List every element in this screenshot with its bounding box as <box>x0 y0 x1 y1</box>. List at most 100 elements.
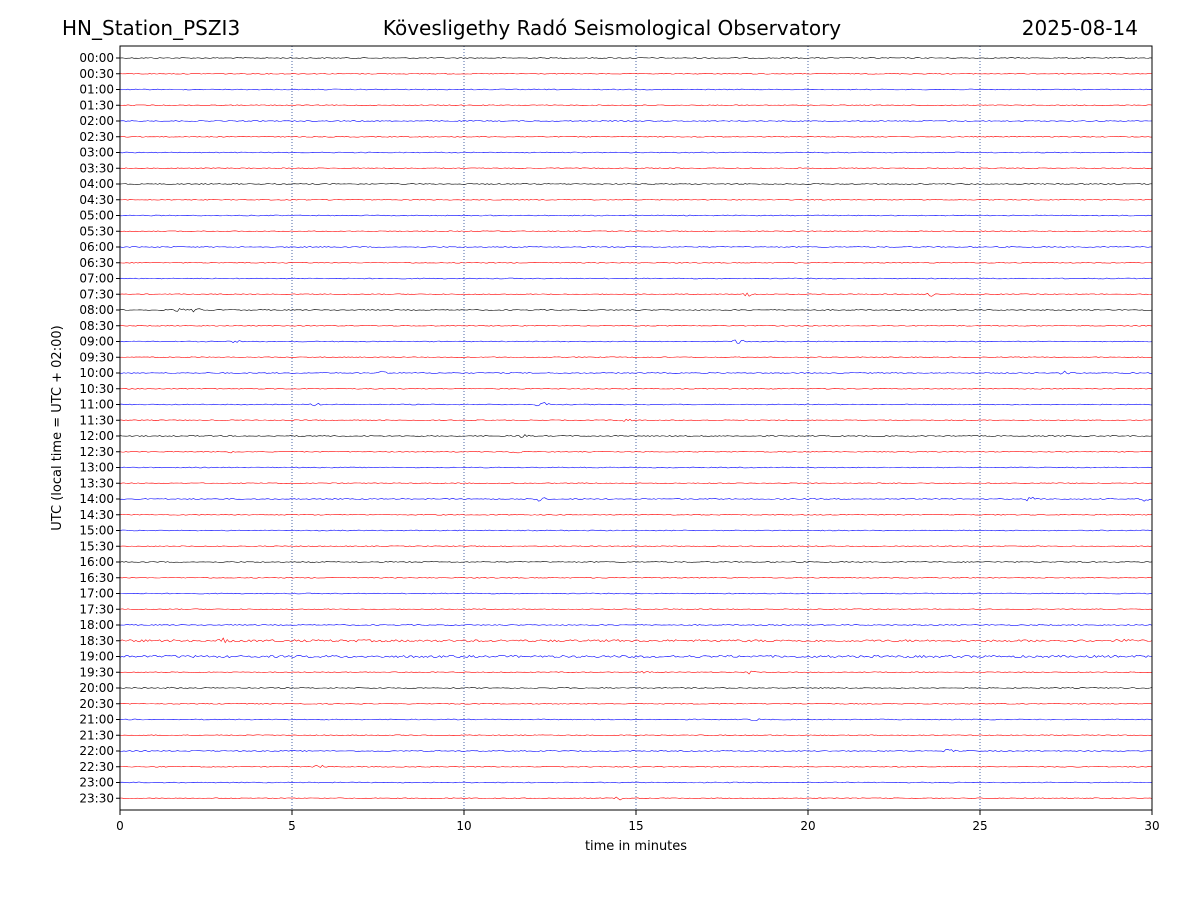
trace-0330 <box>119 167 1153 170</box>
y-tick-label: 07:00 <box>79 272 114 286</box>
y-tick-label: 17:00 <box>79 587 114 601</box>
y-tick-label: 02:30 <box>79 130 114 144</box>
trace-2100 <box>120 718 1153 722</box>
y-tick-label: 16:00 <box>79 555 114 569</box>
y-tick-label: 21:30 <box>79 728 114 742</box>
y-tick-label: 02:00 <box>79 114 114 128</box>
y-tick-label: 08:00 <box>79 303 114 317</box>
y-tick-label: 19:30 <box>79 665 114 679</box>
station-name: HN_Station_PSZI3 <box>62 16 240 40</box>
trace-1700 <box>119 592 1153 595</box>
trace-0930 <box>119 356 1153 359</box>
y-tick-label: 14:00 <box>79 492 114 506</box>
trace-2330 <box>119 796 1153 801</box>
y-tick-label: 01:30 <box>79 98 114 112</box>
y-tick-label: 09:00 <box>79 335 114 349</box>
y-tick-label: 20:00 <box>79 681 114 695</box>
trace-0500 <box>119 214 1153 217</box>
trace-0400 <box>119 183 1153 185</box>
x-tick-label: 0 <box>116 819 124 833</box>
y-tick-label: 15:00 <box>79 524 114 538</box>
x-axis-label: time in minutes <box>585 839 687 854</box>
trace-0630 <box>119 261 1153 264</box>
trace-0030 <box>119 72 1153 75</box>
trace-1000 <box>119 370 1153 375</box>
trace-1230 <box>119 450 1153 454</box>
y-tick-label: 16:30 <box>79 571 114 585</box>
y-axis-label: UTC (local time = UTC + 02:00) <box>50 325 65 530</box>
y-tick-label: 06:00 <box>79 240 114 254</box>
trace-2200 <box>119 748 1153 753</box>
trace-1800 <box>119 624 1153 626</box>
trace-1400 <box>119 496 1153 502</box>
trace-2000 <box>119 686 1153 689</box>
y-tick-label: 23:00 <box>79 776 114 790</box>
trace-0900 <box>119 339 1153 344</box>
y-tick-label: 04:00 <box>79 177 114 191</box>
trace-1730 <box>119 608 1153 611</box>
y-tick-label: 04:30 <box>79 193 114 207</box>
seismic-traces <box>119 57 1153 801</box>
y-tick-label: 03:00 <box>79 146 114 160</box>
trace-1200 <box>119 434 1153 438</box>
y-tick-label: 08:30 <box>79 319 114 333</box>
trace-0830 <box>119 324 1153 327</box>
y-tick-label: 21:00 <box>79 713 114 727</box>
y-tick-label: 00:30 <box>79 67 114 81</box>
trace-2130 <box>119 734 1153 737</box>
trace-0130 <box>119 104 1153 107</box>
y-tick-label: 22:00 <box>79 744 114 758</box>
y-tick-label: 14:30 <box>79 508 114 522</box>
x-tick-label: 5 <box>288 819 296 833</box>
y-tick-label: 15:30 <box>79 539 114 553</box>
chart-date: 2025-08-14 <box>1022 16 1138 40</box>
trace-0000 <box>119 57 1153 59</box>
trace-0600 <box>119 246 1153 248</box>
x-tick-label: 15 <box>628 819 643 833</box>
y-tick-label: 17:30 <box>79 602 114 616</box>
y-tick-label: 13:30 <box>79 476 114 490</box>
y-tick-label: 05:30 <box>79 224 114 238</box>
y-tick-label: 11:30 <box>79 413 114 427</box>
trace-0100 <box>119 88 1153 91</box>
trace-0230 <box>119 135 1153 138</box>
y-tick-label: 03:30 <box>79 161 114 175</box>
x-tick-label: 25 <box>972 819 987 833</box>
trace-2230 <box>119 764 1153 768</box>
trace-0530 <box>119 230 1153 233</box>
trace-0800 <box>119 308 1153 313</box>
trace-1030 <box>119 387 1153 390</box>
y-tick-label: 11:00 <box>79 398 114 412</box>
y-tick-label: 09:30 <box>79 350 114 364</box>
y-tick-label: 01:00 <box>79 83 114 97</box>
x-ticks: 0 5 10 15 20 25 30 <box>116 810 1160 833</box>
trace-2030 <box>119 702 1153 705</box>
x-tick-label: 20 <box>800 819 815 833</box>
y-tick-label: 07:30 <box>79 287 114 301</box>
y-tick-label: 10:30 <box>79 382 114 396</box>
plot-frame <box>119 45 1153 811</box>
trace-1600 <box>119 561 1153 563</box>
y-tick-label: 18:30 <box>79 634 114 648</box>
trace-1430 <box>119 513 1153 516</box>
trace-1130 <box>119 418 1153 422</box>
trace-2300 <box>119 781 1153 784</box>
trace-0700 <box>119 277 1153 280</box>
y-tick-label: 00:00 <box>79 51 114 65</box>
trace-1900 <box>119 654 1153 658</box>
y-tick-label: 05:00 <box>79 209 114 223</box>
y-tick-label: 23:30 <box>79 791 114 805</box>
x-tick-label: 30 <box>1144 819 1159 833</box>
trace-1300 <box>119 466 1153 469</box>
y-tick-label: 13:00 <box>79 461 114 475</box>
trace-1530 <box>119 545 1153 548</box>
grid-lines <box>291 46 981 810</box>
trace-0300 <box>119 151 1153 154</box>
y-tick-label: 12:00 <box>79 429 114 443</box>
trace-0200 <box>119 120 1153 122</box>
trace-1100 <box>119 402 1153 407</box>
trace-0430 <box>119 198 1153 201</box>
x-tick-label: 10 <box>456 819 471 833</box>
